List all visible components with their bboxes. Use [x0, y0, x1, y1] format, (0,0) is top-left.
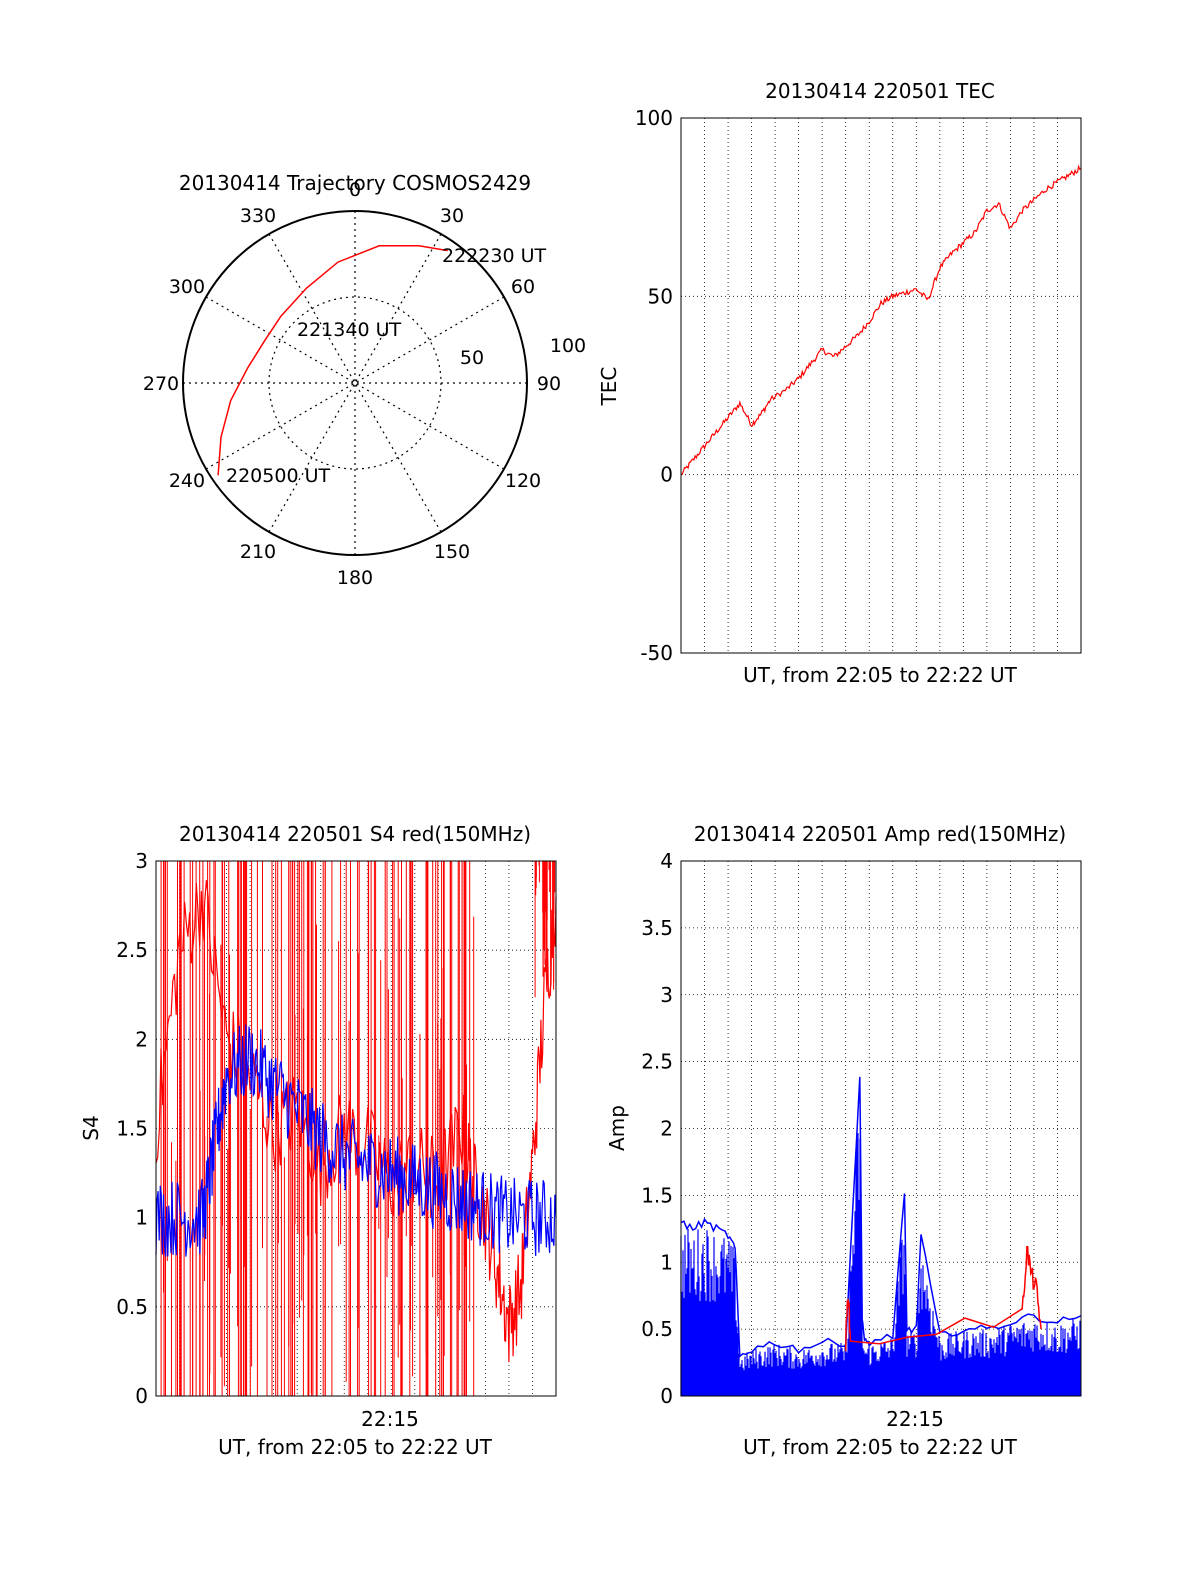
s4-grid [156, 861, 556, 1396]
polar-trajectory-line [217, 245, 448, 476]
s4-y-ticks: 0 0.5 1 1.5 2 2.5 3 [116, 849, 148, 1408]
polar-angle-label: 0 [349, 179, 361, 201]
polar-angle-label: 180 [337, 567, 373, 589]
polar-angle-label: 30 [440, 205, 464, 227]
s4-plot-frame [155, 860, 557, 1397]
y-tick-label: 50 [648, 284, 673, 308]
trajectory-polar-chart: 20130414 Trajectory COSMOS2429 0 30 60 90 12… [143, 171, 586, 589]
y-tick-label: 2.5 [116, 938, 148, 962]
y-tick-label: 4 [660, 849, 673, 873]
polar-angle-label: 270 [143, 373, 179, 395]
y-tick-label: 3.5 [641, 916, 673, 940]
y-tick-label: 100 [635, 106, 673, 130]
y-tick-label: 2 [135, 1027, 148, 1051]
s4-chart: 20130414 220501 S4 red(150MHz) 0 0.5 1 1.5 2… [79, 822, 557, 1459]
amp-noise-spikes [680, 1133, 1081, 1396]
amp-grid [681, 861, 1081, 1396]
tec-grid [681, 118, 1081, 653]
polar-angle-label: 90 [537, 373, 561, 395]
amp-blue-series-line [680, 1076, 1082, 1359]
tec-chart: 20130414 220501 TEC -50 0 50 100 TEC UT, fr… [597, 79, 1082, 687]
polar-angle-label: 330 [240, 205, 276, 227]
y-tick-label: 3 [135, 849, 148, 873]
tec-ylabel: TEC [597, 367, 621, 407]
y-tick-label: 1.5 [116, 1117, 148, 1141]
polar-radial-tick-50: 50 [460, 347, 484, 369]
s4-ylabel: S4 [79, 1115, 103, 1140]
s4-xtick-2215: 22:15 [361, 1407, 419, 1431]
amp-xlabel: UT, from 22:05 to 22:22 UT [743, 1435, 1018, 1459]
amp-red-series-line [844, 1246, 1042, 1352]
tec-xlabel: UT, from 22:05 to 22:22 UT [743, 663, 1018, 687]
polar-angle-label: 60 [511, 276, 535, 298]
y-tick-label: -50 [640, 641, 673, 665]
y-tick-label: 0 [660, 1384, 673, 1408]
amp-y-ticks: 0 0.5 1 1.5 2 2.5 3 3.5 4 [641, 849, 673, 1408]
polar-angle-label: 300 [169, 276, 205, 298]
amp-ylabel: Amp [605, 1105, 629, 1151]
y-tick-label: 1 [660, 1250, 673, 1274]
s4-red-series-line [155, 880, 557, 1363]
polar-annotation-start: 220500 UT [226, 465, 330, 487]
y-tick-label: 1.5 [641, 1183, 673, 1207]
amp-title: 20130414 220501 Amp red(150MHz) [694, 822, 1066, 846]
polar-radial-tick-100: 100 [550, 335, 586, 357]
y-tick-label: 0.5 [641, 1317, 673, 1341]
tec-plot-frame [680, 117, 1082, 654]
tec-title: 20130414 220501 TEC [765, 79, 995, 103]
y-tick-label: 2.5 [641, 1050, 673, 1074]
polar-annotation-end: 222230 UT [442, 245, 546, 267]
y-tick-label: 1 [135, 1206, 148, 1230]
polar-angle-label: 240 [169, 470, 205, 492]
polar-angle-labels: 0 30 60 90 120 150 180 210 240 270 300 330 [143, 179, 561, 589]
amp-plot-frame [680, 860, 1082, 1397]
y-tick-label: 0 [135, 1384, 148, 1408]
polar-angle-label: 210 [240, 541, 276, 563]
y-tick-label: 0.5 [116, 1295, 148, 1319]
tec-series-line [680, 164, 1082, 476]
polar-angle-label: 120 [505, 470, 541, 492]
s4-xlabel: UT, from 22:05 to 22:22 UT [218, 1435, 493, 1459]
s4-title: 20130414 220501 S4 red(150MHz) [179, 822, 531, 846]
y-tick-label: 0 [660, 463, 673, 487]
s4-blue-series-line [155, 1024, 557, 1257]
y-tick-label: 2 [660, 1117, 673, 1141]
amp-xtick-2215: 22:15 [886, 1407, 944, 1431]
polar-title: 20130414 Trajectory COSMOS2429 [179, 171, 531, 195]
polar-angle-label: 150 [434, 541, 470, 563]
tec-y-ticks: -50 0 50 100 [635, 106, 673, 665]
amp-chart: 20130414 220501 Amp red(150MHz) 0 0.5 1 1.5… [605, 822, 1082, 1459]
polar-annotation-mid: 221340 UT [297, 319, 401, 341]
y-tick-label: 3 [660, 983, 673, 1007]
